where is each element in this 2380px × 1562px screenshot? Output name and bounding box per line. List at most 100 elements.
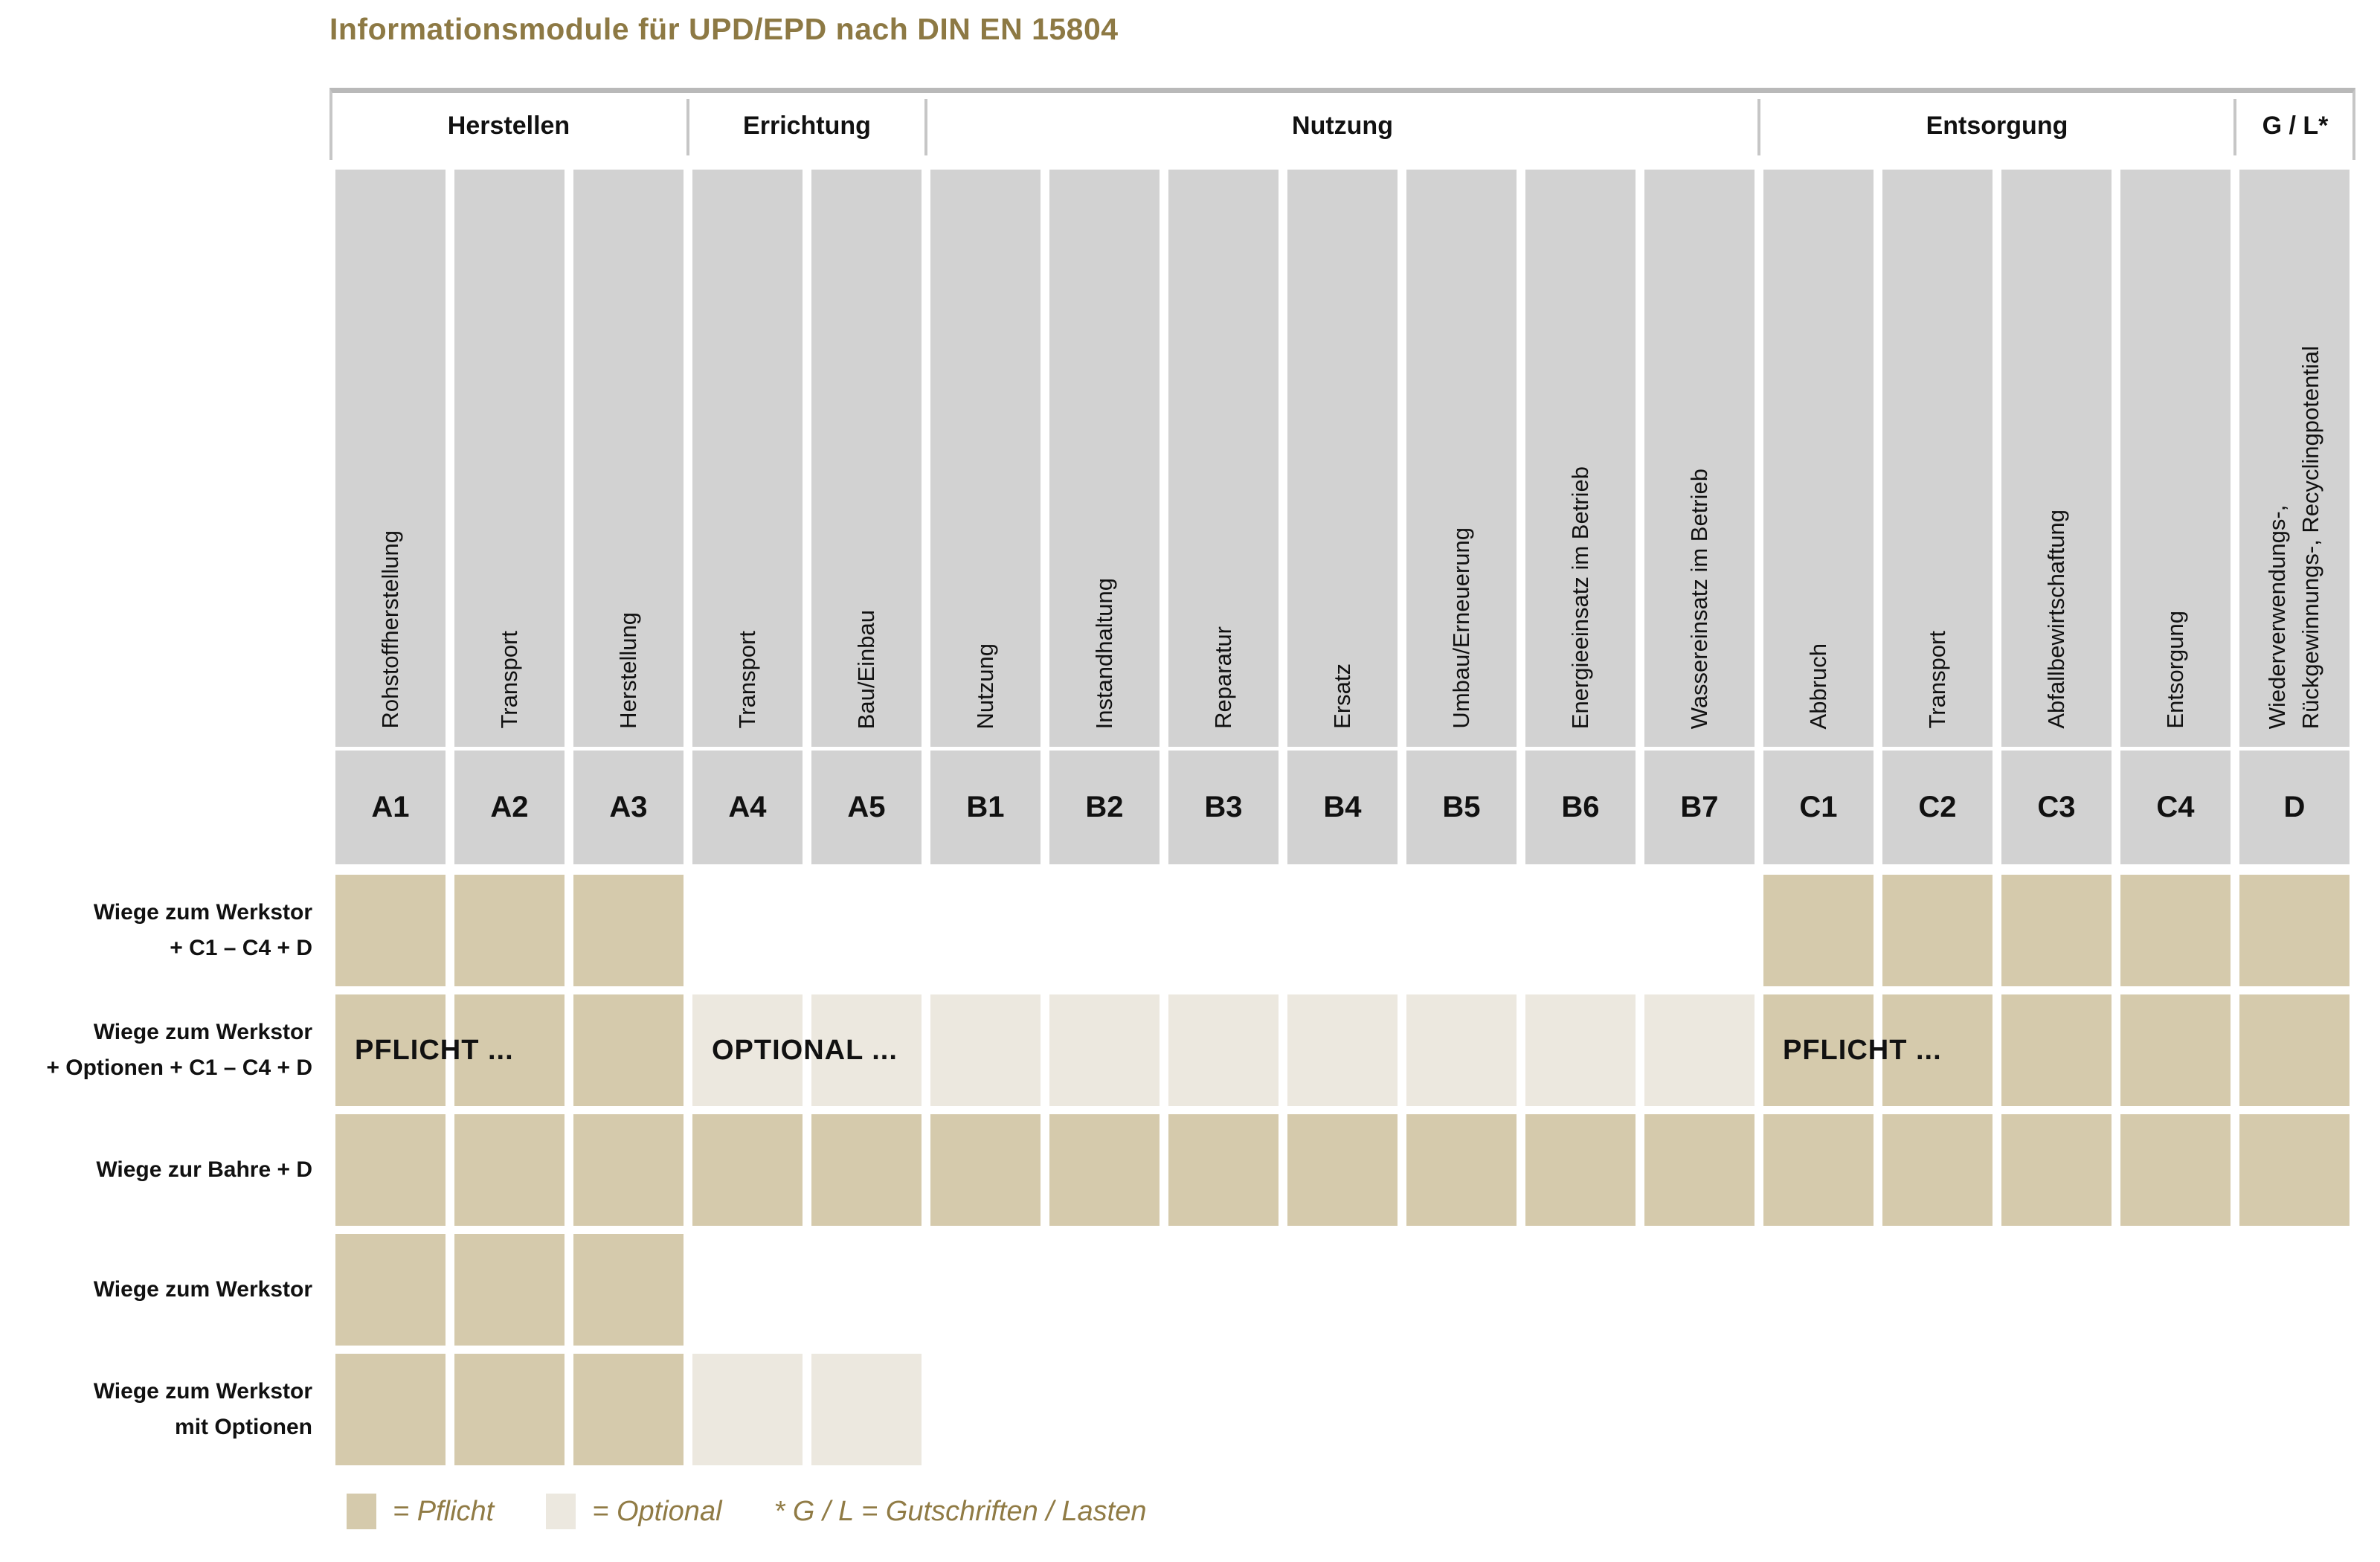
column-label-b3: Reparatur [1168, 170, 1279, 747]
column-label-b5: Umbau/Erneuerung [1406, 170, 1517, 747]
column-code-b3: B3 [1168, 751, 1279, 864]
cell-a2-row1 [454, 875, 565, 986]
column-label-text: Bau/Einbau [852, 609, 879, 729]
cell-b5-row3 [1406, 1114, 1517, 1226]
column-code-b4: B4 [1287, 751, 1398, 864]
overlay-optional: OPTIONAL ... [712, 1034, 898, 1066]
column-label-wrap: Herstellung [573, 170, 684, 747]
cell-a1-row3 [335, 1114, 446, 1226]
cell-d-row2 [2239, 994, 2350, 1106]
column-code-a3: A3 [573, 751, 684, 864]
column-label-wrap: Instandhaltung [1049, 170, 1160, 747]
column-code-b7: B7 [1644, 751, 1755, 864]
row-label-wiege-zum-werkstor-mit-optionen: Wiege zum Werkstor mit Optionen [30, 1354, 312, 1465]
overlay-pflicht: PFLICHT ... [355, 1034, 514, 1066]
column-label-b7: Wassereinsatz im Betrieb [1644, 170, 1755, 747]
column-label-a5: Bau/Einbau [811, 170, 922, 747]
column-code-c3: C3 [2001, 751, 2112, 864]
cell-a3-row2 [573, 994, 684, 1106]
column-label-wrap: Rohstoffherstellung [335, 170, 446, 747]
column-code-c2: C2 [1882, 751, 1993, 864]
column-label-b2: Instandhaltung [1049, 170, 1160, 747]
column-code-b2: B2 [1049, 751, 1160, 864]
column-label-a4: Transport [692, 170, 803, 747]
cell-b2-row2 [1049, 994, 1160, 1106]
legend-pflicht-label: = Pflicht [393, 1495, 495, 1527]
cell-d-row3 [2239, 1114, 2350, 1226]
cell-a5-row5 [811, 1354, 922, 1465]
column-label-text: Transport [1923, 631, 1950, 729]
column-code-c4: C4 [2120, 751, 2231, 864]
column-label-wrap: Umbau/Erneuerung [1406, 170, 1517, 747]
cell-a4-row2 [692, 994, 803, 1106]
group-header-entsorgung: Entsorgung [1926, 111, 2068, 140]
cell-c2-row2 [1882, 994, 1993, 1106]
column-label-a1: Rohstoffherstellung [335, 170, 446, 747]
column-label-c4: Entsorgung [2120, 170, 2231, 747]
column-label-wrap: Reparatur [1168, 170, 1279, 747]
column-label-text: Abbruch [1804, 643, 1831, 729]
column-label-wrap: Transport [454, 170, 565, 747]
column-label-wrap: Abfallbewirtschaftung [2001, 170, 2112, 747]
legend: = Pflicht = Optional * G / L = Gutschrif… [347, 1491, 1147, 1532]
cell-c4-row3 [2120, 1114, 2231, 1226]
cell-b5-row2 [1406, 994, 1517, 1106]
group-separator [2233, 99, 2236, 155]
column-label-wrap: Transport [692, 170, 803, 747]
column-code-b1: B1 [930, 751, 1041, 864]
cell-c2-row1 [1882, 875, 1993, 986]
cell-c4-row1 [2120, 875, 2231, 986]
column-label-text: Entsorgung [2161, 611, 2188, 729]
group-header-g-l: G / L* [2262, 111, 2329, 140]
column-label-wrap: Wassereinsatz im Betrieb [1644, 170, 1755, 747]
row-label-line: Wiege zum Werkstor [93, 1020, 312, 1044]
column-label-wrap: Abbruch [1763, 170, 1874, 747]
cell-c3-row3 [2001, 1114, 2112, 1226]
cell-b1-row2 [930, 994, 1041, 1106]
cell-b3-row3 [1168, 1114, 1279, 1226]
column-label-text: Rohstoffherstellung [376, 530, 403, 729]
column-label-a3: Herstellung [573, 170, 684, 747]
cell-c4-row2 [2120, 994, 2231, 1106]
column-label-text: Transport [495, 631, 522, 729]
column-code-a2: A2 [454, 751, 565, 864]
cell-a3-row5 [573, 1354, 684, 1465]
legend-gl-note: * G / L = Gutschriften / Lasten [774, 1495, 1147, 1527]
cell-b4-row3 [1287, 1114, 1398, 1226]
column-label-a2: Transport [454, 170, 565, 747]
cell-b7-row3 [1644, 1114, 1755, 1226]
cell-b6-row3 [1525, 1114, 1636, 1226]
column-label-wrap: Energieeinsatz im Betrieb [1525, 170, 1636, 747]
row-label-line: Wiege zur Bahre + D [96, 1157, 312, 1182]
column-code-a5: A5 [811, 751, 922, 864]
column-label-c2: Transport [1882, 170, 1993, 747]
cell-a5-row2 [811, 994, 922, 1106]
legend-pflicht-swatch [347, 1494, 376, 1529]
cell-a4-row3 [692, 1114, 803, 1226]
group-header-herstellen: Herstellen [447, 111, 570, 140]
column-label-b4: Ersatz [1287, 170, 1398, 747]
column-label-wrap: Ersatz [1287, 170, 1398, 747]
column-label-c1: Abbruch [1763, 170, 1874, 747]
cell-c1-row3 [1763, 1114, 1874, 1226]
row-label-wiege-zum-werkstor-optionen-c1-c4-d: Wiege zum Werkstor + Optionen + C1 – C4 +… [30, 994, 312, 1106]
page-title: Informationsmodule für UPD/EPD nach DIN … [329, 12, 1119, 46]
cell-a4-row5 [692, 1354, 803, 1465]
group-header-errichtung: Errichtung [743, 111, 871, 140]
legend-optional-swatch [546, 1494, 576, 1529]
row-label-wiege-zum-werkstor-c1-c4-d: Wiege zum Werkstor + C1 – C4 + D [30, 875, 312, 986]
row-label-line: + Optionen + C1 – C4 + D [46, 1055, 312, 1080]
cell-b3-row2 [1168, 994, 1279, 1106]
column-label-b1: Nutzung [930, 170, 1041, 747]
column-label-c3: Abfallbewirtschaftung [2001, 170, 2112, 747]
cell-c3-row1 [2001, 875, 2112, 986]
column-label-wrap: Wiederverwendungs-, Rückgewinnungs-, Rec… [2239, 170, 2350, 747]
cell-d-row1 [2239, 875, 2350, 986]
cell-a5-row3 [811, 1114, 922, 1226]
column-label-d: Wiederverwendungs-, Rückgewinnungs-, Rec… [2239, 170, 2350, 747]
row-label-line: + C1 – C4 + D [170, 936, 312, 960]
column-code-d: D [2239, 751, 2350, 864]
cell-c1-row1 [1763, 875, 1874, 986]
legend-optional-label: = Optional [592, 1495, 722, 1527]
column-label-text: Transport [733, 631, 760, 729]
